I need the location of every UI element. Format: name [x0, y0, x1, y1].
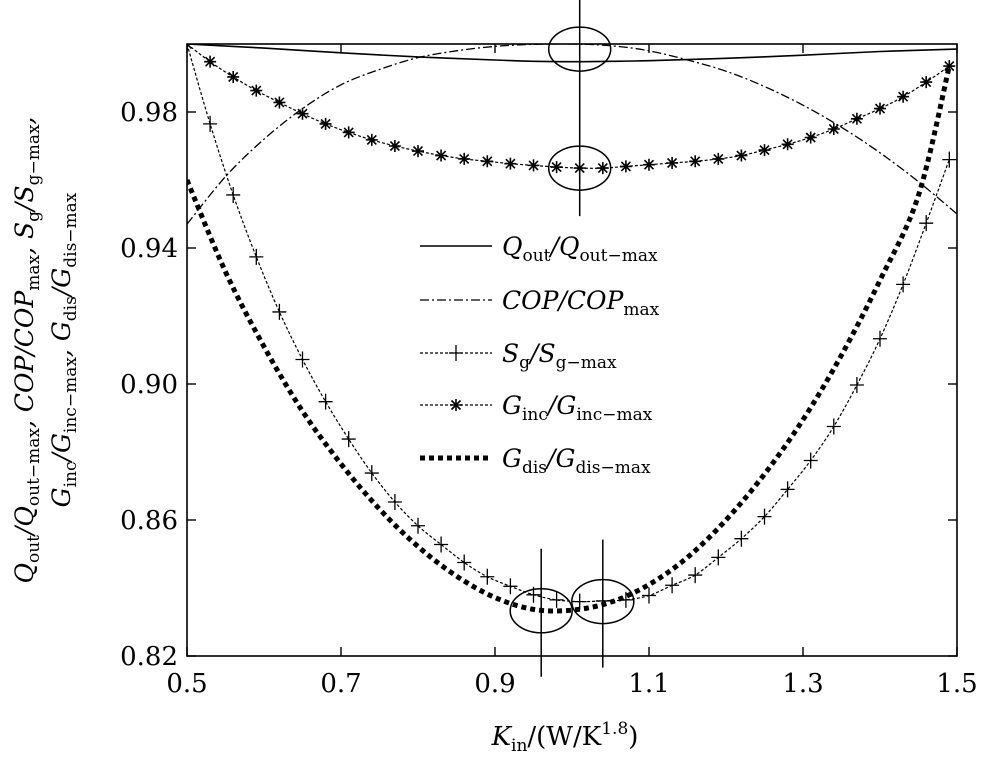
legend-marker-Sg	[449, 345, 463, 361]
data-point-Ginc	[527, 159, 540, 172]
data-point-Ginc	[689, 155, 702, 168]
data-point-Ginc	[619, 160, 632, 173]
x-tick-label: 1.1	[628, 669, 669, 699]
data-point-Ginc	[319, 117, 332, 130]
data-point-Sg	[734, 530, 749, 547]
data-point-Ginc	[273, 96, 286, 109]
axes: 0.5 0.7 0.9 1.1 1.3 1.5 0.82 0.86 0.90 0.94 0.98	[120, 43, 978, 699]
data-point-Ginc	[227, 70, 240, 83]
axes-frame	[186, 43, 958, 657]
x-tick-label: 1.3	[782, 669, 823, 699]
marker-ellipse	[571, 578, 635, 625]
data-point-Sg	[341, 431, 356, 448]
data-point-Ginc	[735, 149, 748, 162]
series-line-Gdis	[187, 65, 952, 614]
legend-label-Gdis: Gdis/Gdis−max	[502, 444, 651, 478]
data-point-Ginc	[666, 157, 679, 169]
data-point-Sg	[757, 508, 772, 525]
data-point-Sg	[272, 303, 287, 320]
data-point-Sg	[873, 330, 887, 347]
data-point-Sg	[688, 567, 703, 584]
y-tick-label: 0.98	[120, 98, 178, 128]
data-point-Sg	[549, 591, 564, 608]
legend-label-Qout: Qout/Qout−max	[502, 232, 658, 266]
x-tick-label: 0.5	[166, 669, 207, 699]
data-point-Sg	[665, 577, 680, 594]
series-line-Ginc	[187, 44, 950, 169]
data-point-Ginc	[365, 133, 378, 146]
legend-label-Ginc: Ginc/Ginc−max	[502, 391, 653, 425]
y-tick-label: 0.90	[120, 370, 178, 400]
data-point-Ginc	[781, 138, 794, 151]
data-point-Sg	[295, 351, 310, 368]
data-point-Sg	[919, 215, 934, 232]
y-tick-label: 0.94	[120, 234, 178, 264]
data-point-Ginc	[412, 145, 424, 158]
data-point-Sg	[480, 568, 495, 585]
data-point-Ginc	[435, 149, 448, 162]
data-point-Ginc	[481, 155, 494, 168]
data-point-Sg	[364, 465, 379, 482]
legend-label-Sg: Sg/Sg−max	[502, 339, 617, 373]
legend: Qout/Qout−max COP/COPmax Sg/Sg−max Ginc/Gin…	[420, 232, 660, 478]
y-axis-label-line2: Ginc/Ginc−max, Gdis/Gdis−max	[47, 192, 81, 507]
data-point-Ginc	[804, 131, 817, 144]
data-point-Ginc	[827, 123, 840, 135]
y-tick-label: 0.86	[120, 506, 178, 536]
data-point-Sg	[387, 493, 402, 510]
data-point-Sg	[411, 517, 425, 534]
data-point-Ginc	[943, 60, 956, 73]
data-point-Sg	[203, 115, 218, 132]
data-point-Ginc	[296, 107, 309, 120]
marker-ellipse	[547, 26, 612, 72]
data-point-Sg	[711, 549, 726, 566]
series-line-Sg	[187, 44, 950, 603]
x-axis-label: Kin/(W/K1.8)	[491, 719, 639, 756]
data-point-Ginc	[920, 76, 933, 89]
x-tick-label: 0.9	[474, 669, 515, 699]
plot-area	[187, 44, 957, 614]
data-point-Ginc	[643, 158, 655, 171]
data-point-Ginc	[342, 126, 355, 139]
data-point-Sg	[249, 248, 264, 265]
data-point-Ginc	[758, 144, 771, 157]
data-point-Sg	[826, 418, 841, 435]
data-point-Sg	[503, 578, 518, 595]
series-line-Qout	[187, 44, 957, 63]
y-tick-label: 0.82	[120, 642, 178, 672]
data-point-Sg	[318, 393, 333, 410]
data-point-Ginc	[874, 102, 886, 115]
data-point-Ginc	[550, 161, 563, 174]
data-point-Ginc	[458, 152, 471, 165]
data-point-Sg	[780, 481, 795, 498]
series-line-COP	[187, 44, 957, 225]
data-point-Ginc	[850, 112, 863, 125]
data-point-Ginc	[596, 162, 609, 175]
data-point-Sg	[642, 587, 656, 604]
marker-ellipse	[509, 588, 573, 634]
data-point-Sg	[896, 276, 911, 293]
data-point-Sg	[457, 554, 472, 571]
data-point-Sg	[942, 151, 957, 168]
x-tick-label: 1.5	[936, 669, 977, 699]
legend-marker-Ginc	[450, 399, 462, 411]
legend-label-COP: COP/COPmax	[502, 286, 660, 320]
y-axis-label-line1: Qout/Qout−max, COP/COPmax, Sg/Sg−max,	[10, 116, 44, 583]
data-point-Sg	[572, 593, 587, 610]
annotations	[509, 0, 635, 677]
data-point-Ginc	[712, 152, 725, 165]
marker-ellipse	[547, 145, 612, 191]
data-point-Ginc	[504, 157, 517, 170]
data-point-Sg	[803, 452, 818, 469]
data-point-Sg	[226, 186, 241, 203]
data-point-Sg	[434, 536, 449, 553]
data-point-Ginc	[204, 55, 217, 68]
data-point-Ginc	[250, 84, 263, 97]
axis-labels: Kin/(W/K1.8) Qout/Qout−max, COP/COPmax, S…	[10, 116, 638, 756]
data-point-Sg	[849, 377, 864, 394]
data-point-Ginc	[388, 140, 401, 152]
data-point-Ginc	[897, 90, 910, 103]
x-tick-label: 0.7	[320, 669, 361, 699]
